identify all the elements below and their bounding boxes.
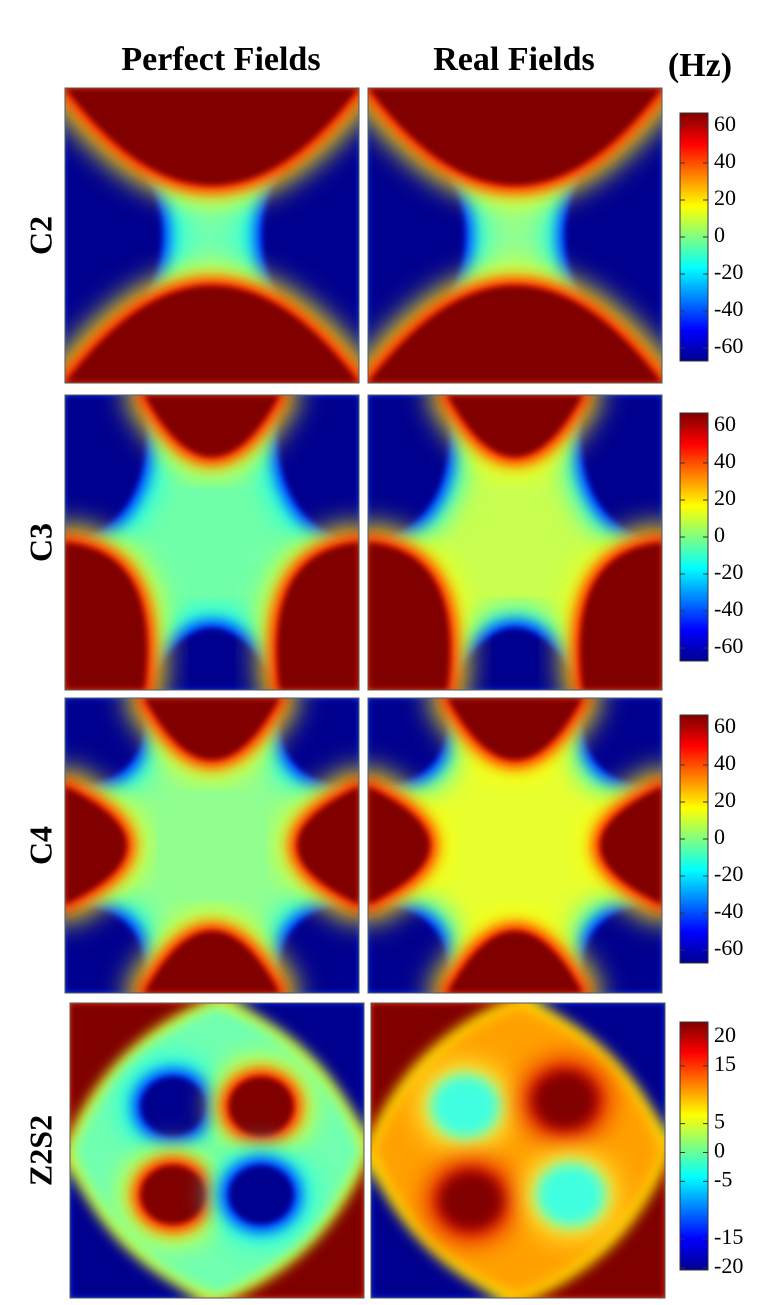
colorbar-tick-label: -60 <box>714 333 743 358</box>
colorbar-tick-label: 40 <box>714 448 736 473</box>
colorbar-tick-label: 0 <box>714 222 725 247</box>
panel-frame <box>367 697 663 994</box>
column-title: Real Fields <box>433 41 594 78</box>
colorbar-tick-label: 20 <box>714 1022 736 1047</box>
colorbar-tick-label: -40 <box>714 296 743 321</box>
panel-frame <box>367 394 663 691</box>
panel-frame <box>64 394 360 691</box>
colorbar-tick-label: 0 <box>714 522 725 547</box>
row-label: C3 <box>22 523 58 562</box>
colorbar-tick-label: 0 <box>714 824 725 849</box>
panel-frame <box>64 697 360 994</box>
colorbar-tick-label: -20 <box>714 1253 743 1278</box>
colorbar <box>679 1021 709 1271</box>
colorbar-tick-label: 60 <box>714 111 736 136</box>
field-map <box>368 395 662 690</box>
colorbar-tick-label: -60 <box>714 633 743 658</box>
field-map <box>65 395 359 690</box>
colorbar-tick-label: 60 <box>714 713 736 738</box>
colorbar-tick-label: 20 <box>714 787 736 812</box>
colorbar-tick-label: 15 <box>714 1051 736 1076</box>
colorbar-tick-label: -5 <box>714 1166 732 1191</box>
panel-frame <box>64 87 360 384</box>
colorbar-tick-label: 40 <box>714 750 736 775</box>
colorbar-tick-label: -40 <box>714 596 743 621</box>
field-map <box>371 1003 665 1298</box>
colorbar-tick-label: -15 <box>714 1224 743 1249</box>
colorbar-tick-label: 5 <box>714 1109 725 1134</box>
row-label: C4 <box>22 826 58 865</box>
colorbar-tick-label: -20 <box>714 259 743 284</box>
colorbar-tick-label: 20 <box>714 485 736 510</box>
row-label: Z2S2 <box>22 1115 58 1186</box>
colorbar-tick-label: 60 <box>714 411 736 436</box>
panel-frame <box>370 1002 666 1299</box>
unit-label: (Hz) <box>668 47 732 84</box>
colorbar-tick-label: -20 <box>714 861 743 886</box>
panel-frame <box>367 87 663 384</box>
colorbar-tick-label: -40 <box>714 898 743 923</box>
field-map <box>368 88 662 383</box>
column-title: Perfect Fields <box>121 41 320 78</box>
colorbar-tick-label: 20 <box>714 185 736 210</box>
row-label: C2 <box>22 216 58 255</box>
field-map <box>65 698 359 993</box>
panel-frame <box>69 1002 365 1299</box>
colorbar-tick-label: -60 <box>714 935 743 960</box>
colorbar-tick-label: 0 <box>714 1138 725 1163</box>
colorbar-tick-label: -20 <box>714 559 743 584</box>
colorbar-tick-label: 40 <box>714 148 736 173</box>
field-map <box>368 698 662 993</box>
field-map <box>70 1003 364 1298</box>
field-map <box>65 88 359 383</box>
